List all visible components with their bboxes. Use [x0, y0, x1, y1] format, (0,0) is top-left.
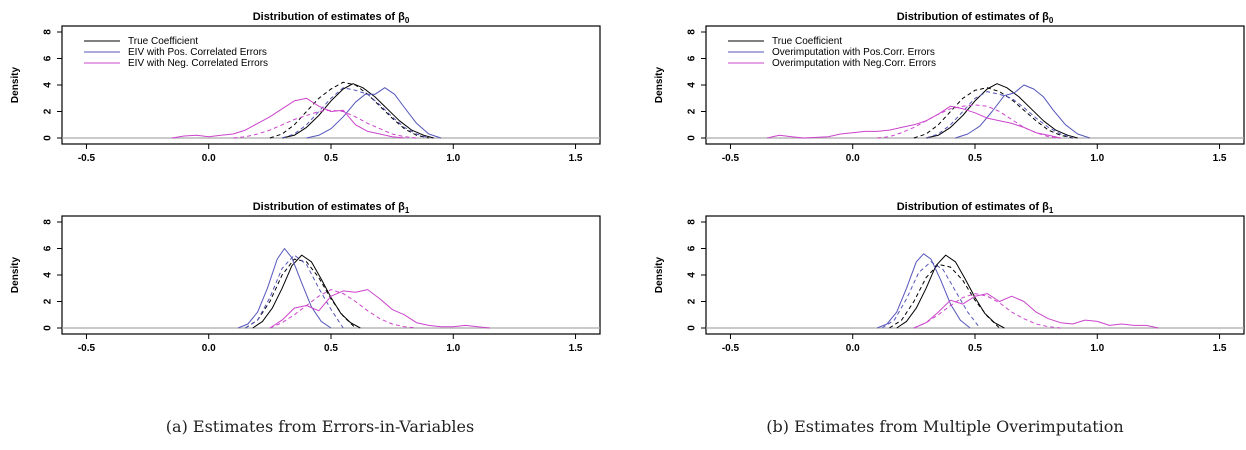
- series-neg-dashed: [269, 289, 417, 329]
- x-tick-label: -0.5: [722, 343, 740, 354]
- series-true-dashed: [913, 87, 1073, 139]
- series-neg-dashed: [877, 104, 1061, 139]
- series-pos-solid: [306, 87, 442, 139]
- series-true-solid: [925, 83, 1078, 139]
- caption-left: (a) Estimates from Errors-in-Variables: [166, 417, 474, 436]
- x-tick-label: -0.5: [722, 153, 740, 164]
- x-tick-label: 0.5: [968, 153, 982, 164]
- series-true-dashed: [889, 263, 1000, 329]
- x-tick-label: 0.5: [324, 153, 338, 164]
- series-true-dashed: [245, 258, 356, 329]
- series-pos-dashed: [881, 261, 981, 329]
- y-axis-label: Density: [654, 257, 665, 294]
- y-tick-label: 6: [687, 55, 698, 61]
- y-tick-label: 2: [43, 108, 54, 114]
- chart-title: Distribution of estimates of β0: [897, 11, 1054, 25]
- y-tick-label: 0: [43, 325, 54, 331]
- chart-panel-4: Distribution of estimates of β1 Density 0 2…: [654, 201, 1245, 354]
- series-pos-dashed: [925, 91, 1073, 139]
- legend-entry: EIV with Neg. Correlated Errors: [128, 58, 268, 69]
- chart-panel-1: Distribution of estimates of β0 Density 0 2…: [10, 11, 601, 164]
- y-tick-label: 2: [687, 298, 698, 304]
- x-tick-label: 1.0: [446, 153, 460, 164]
- x-tick-label: 1.0: [1090, 153, 1104, 164]
- chart-title: Distribution of estimates of β1: [253, 201, 410, 215]
- y-tick-label: 8: [687, 219, 698, 225]
- series-neg-solid: [913, 293, 1159, 329]
- series-neg-dashed: [233, 109, 417, 139]
- series-true-solid: [252, 254, 361, 329]
- chart-title: Distribution of estimates of β0: [253, 11, 410, 25]
- x-tick-label: -0.5: [78, 343, 96, 354]
- legend-entry: Overimputation with Pos.Corr. Errors: [772, 47, 935, 58]
- series-pos-dashed: [245, 254, 344, 329]
- y-tick-label: 6: [43, 245, 54, 251]
- series-neg-solid: [171, 97, 405, 139]
- y-tick-label: 6: [43, 55, 54, 61]
- chart-panel-3: Distribution of estimates of β0 Density 0 2…: [654, 11, 1245, 164]
- series-pos-solid: [877, 253, 971, 329]
- caption-right: (b) Estimates from Multiple Overimputati…: [766, 417, 1123, 436]
- x-tick-label: 1.5: [569, 153, 583, 164]
- y-axis-label: Density: [10, 67, 21, 104]
- y-tick-label: 8: [43, 29, 54, 35]
- y-tick-label: 4: [687, 272, 698, 278]
- y-tick-label: 0: [43, 135, 54, 141]
- x-tick-label: 1.0: [446, 343, 460, 354]
- y-tick-label: 6: [687, 245, 698, 251]
- x-tick-label: 1.0: [1090, 343, 1104, 354]
- series-true-solid: [281, 83, 434, 139]
- x-tick-label: 0.5: [968, 343, 982, 354]
- y-tick-label: 4: [43, 272, 54, 278]
- y-tick-label: 2: [43, 298, 54, 304]
- x-tick-label: 0.5: [324, 343, 338, 354]
- y-tick-label: 4: [43, 82, 54, 88]
- x-tick-label: 0.0: [846, 153, 860, 164]
- series-neg-solid: [766, 105, 1061, 139]
- x-tick-label: 0.0: [846, 343, 860, 354]
- series-pos-dashed: [281, 87, 429, 139]
- legend-entry: True Coefficient: [128, 36, 198, 47]
- series-true-dashed: [269, 81, 429, 139]
- x-tick-label: 0.0: [202, 153, 216, 164]
- series-pos-solid: [237, 248, 332, 329]
- y-tick-label: 4: [687, 82, 698, 88]
- plot-frame: [61, 215, 601, 335]
- series-neg-dashed: [913, 293, 1061, 329]
- x-tick-label: 1.5: [569, 343, 583, 354]
- y-tick-label: 8: [687, 29, 698, 35]
- y-tick-label: 0: [687, 325, 698, 331]
- x-tick-label: 0.0: [202, 343, 216, 354]
- x-tick-label: 1.5: [1213, 153, 1227, 164]
- chart-title: Distribution of estimates of β1: [897, 201, 1054, 215]
- legend-entry: EIV with Pos. Correlated Errors: [128, 47, 267, 58]
- x-tick-label: -0.5: [78, 153, 96, 164]
- y-axis-label: Density: [654, 67, 665, 104]
- plot-frame: [705, 215, 1245, 335]
- series-pos-solid: [955, 84, 1091, 139]
- legend-entry: True Coefficient: [772, 36, 842, 47]
- x-tick-label: 1.5: [1213, 343, 1227, 354]
- legend-entry: Overimputation with Neg.Corr. Errors: [772, 58, 936, 69]
- y-tick-label: 0: [687, 135, 698, 141]
- chart-panel-2: Distribution of estimates of β1 Density 0 2…: [10, 201, 601, 354]
- y-tick-label: 8: [43, 219, 54, 225]
- y-tick-label: 2: [687, 108, 698, 114]
- y-axis-label: Density: [10, 257, 21, 294]
